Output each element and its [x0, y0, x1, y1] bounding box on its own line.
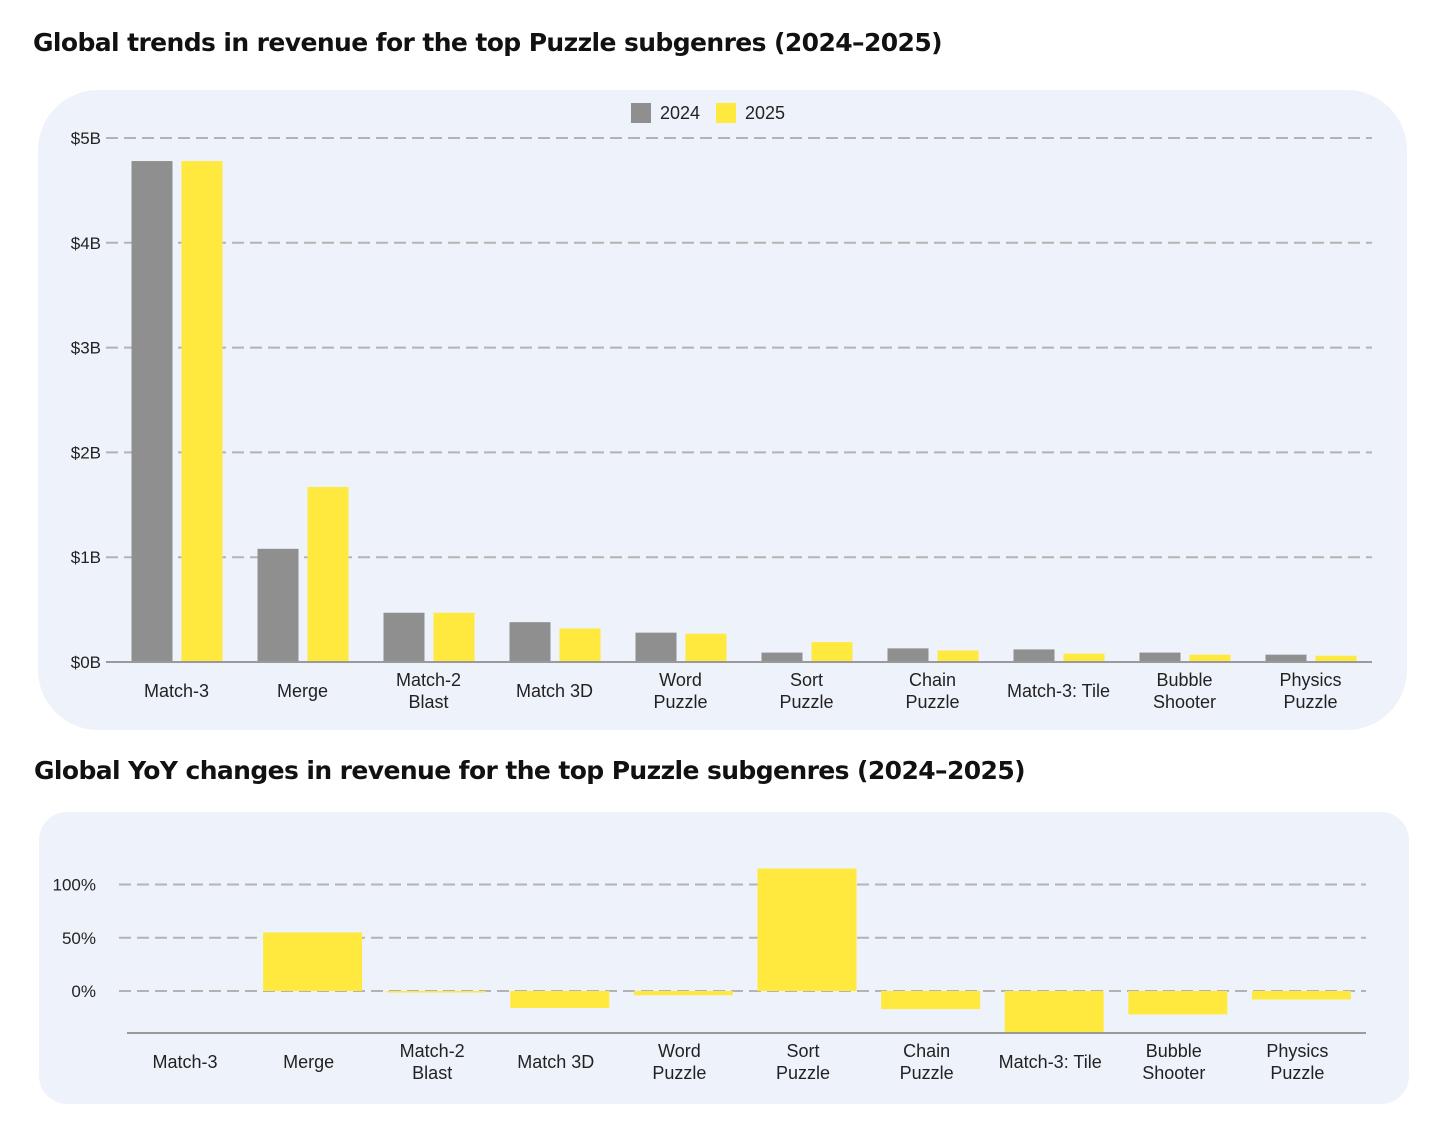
revenue-bar-2025 — [433, 612, 475, 662]
revenue-x-tick-label: Puzzle — [779, 692, 833, 712]
yoy-x-tick-label: Match-3 — [152, 1052, 217, 1072]
yoy-x-tick-label: Puzzle — [776, 1063, 830, 1083]
revenue-bar-2025 — [1189, 654, 1231, 662]
revenue-bar-2024 — [1139, 652, 1181, 662]
revenue-bar-2025 — [1315, 655, 1357, 662]
yoy-x-tick-label: Puzzle — [900, 1063, 954, 1083]
revenue-bar-2025 — [559, 628, 601, 662]
revenue-y-tick-label: $3B — [71, 339, 101, 358]
revenue-x-tick-label: Bubble — [1156, 670, 1212, 690]
revenue-chart-title: Global trends in revenue for the top Puz… — [33, 28, 943, 57]
revenue-x-tick-label: Merge — [277, 681, 328, 701]
revenue-x-tick-label: Physics — [1279, 670, 1341, 690]
revenue-bar-2024 — [257, 548, 299, 662]
yoy-x-tick-label: Sort — [786, 1041, 819, 1061]
revenue-x-tick-label: Match-3: Tile — [1007, 681, 1110, 701]
revenue-y-tick-label: $4B — [71, 234, 101, 253]
revenue-x-tick-label: Puzzle — [905, 692, 959, 712]
revenue-bar-2025 — [811, 642, 853, 662]
revenue-x-tick-label: Puzzle — [1283, 692, 1337, 712]
yoy-x-tick-label: Puzzle — [652, 1063, 706, 1083]
revenue-y-tick-label: $2B — [71, 443, 101, 462]
yoy-bar — [510, 991, 610, 1009]
yoy-x-tick-label: Physics — [1266, 1041, 1328, 1061]
yoy-x-tick-label: Word — [658, 1041, 701, 1061]
legend-swatch-2025 — [716, 103, 736, 123]
revenue-bar-2025 — [1063, 653, 1105, 662]
yoy-x-tick-label: Shooter — [1142, 1063, 1205, 1083]
revenue-x-tick-label: Shooter — [1153, 692, 1216, 712]
yoy-bar — [757, 868, 857, 991]
yoy-x-tick-label: Bubble — [1146, 1041, 1202, 1061]
revenue-x-tick-label: Puzzle — [653, 692, 707, 712]
yoy-x-tick-label: Blast — [412, 1063, 452, 1083]
revenue-x-tick-label: Blast — [408, 692, 448, 712]
yoy-bar — [881, 991, 981, 1010]
revenue-x-tick-label: Word — [659, 670, 702, 690]
yoy-bar — [1251, 991, 1351, 1000]
revenue-y-tick-label: $5B — [71, 129, 101, 148]
yoy-bar — [1128, 991, 1228, 1015]
yoy-y-tick-label: 100% — [53, 876, 96, 895]
legend-swatch-2024 — [631, 103, 651, 123]
yoy-x-tick-label: Match-3: Tile — [999, 1052, 1102, 1072]
revenue-bar-2024 — [761, 652, 803, 662]
yoy-y-tick-label: 0% — [71, 982, 96, 1001]
yoy-y-tick-label: 50% — [62, 929, 96, 948]
revenue-bar-2024 — [1265, 654, 1307, 662]
yoy-x-tick-label: Merge — [283, 1052, 334, 1072]
revenue-y-tick-label: $0B — [71, 653, 101, 672]
yoy-bar — [1004, 991, 1104, 1033]
revenue-bar-2025 — [937, 650, 979, 662]
yoy-chart-title: Global YoY changes in revenue for the to… — [34, 756, 1026, 785]
yoy-x-tick-label: Chain — [903, 1041, 950, 1061]
yoy-x-tick-label: Puzzle — [1270, 1063, 1324, 1083]
revenue-bar-2024 — [131, 161, 173, 662]
revenue-bar-2024 — [887, 648, 929, 662]
revenue-bar-2024 — [1013, 649, 1055, 662]
legend-label-2024: 2024 — [660, 103, 700, 123]
revenue-bar-2025 — [181, 161, 223, 662]
yoy-x-tick-label: Match 3D — [517, 1052, 594, 1072]
legend-label-2025: 2025 — [745, 103, 785, 123]
revenue-bar-2024 — [383, 612, 425, 662]
revenue-x-tick-label: Match-3 — [144, 681, 209, 701]
revenue-x-tick-label: Sort — [790, 670, 823, 690]
revenue-bar-2024 — [635, 632, 677, 662]
revenue-x-tick-label: Match-2 — [396, 670, 461, 690]
yoy-bar — [263, 932, 363, 991]
revenue-bar-2025 — [307, 486, 349, 662]
yoy-bar — [386, 991, 486, 993]
revenue-bar-2025 — [685, 633, 727, 662]
revenue-x-tick-label: Match 3D — [516, 681, 593, 701]
revenue-bar-2024 — [509, 622, 551, 662]
yoy-bar — [633, 991, 733, 996]
revenue-y-tick-label: $1B — [71, 548, 101, 567]
revenue-x-tick-label: Chain — [909, 670, 956, 690]
yoy-x-tick-label: Match-2 — [400, 1041, 465, 1061]
